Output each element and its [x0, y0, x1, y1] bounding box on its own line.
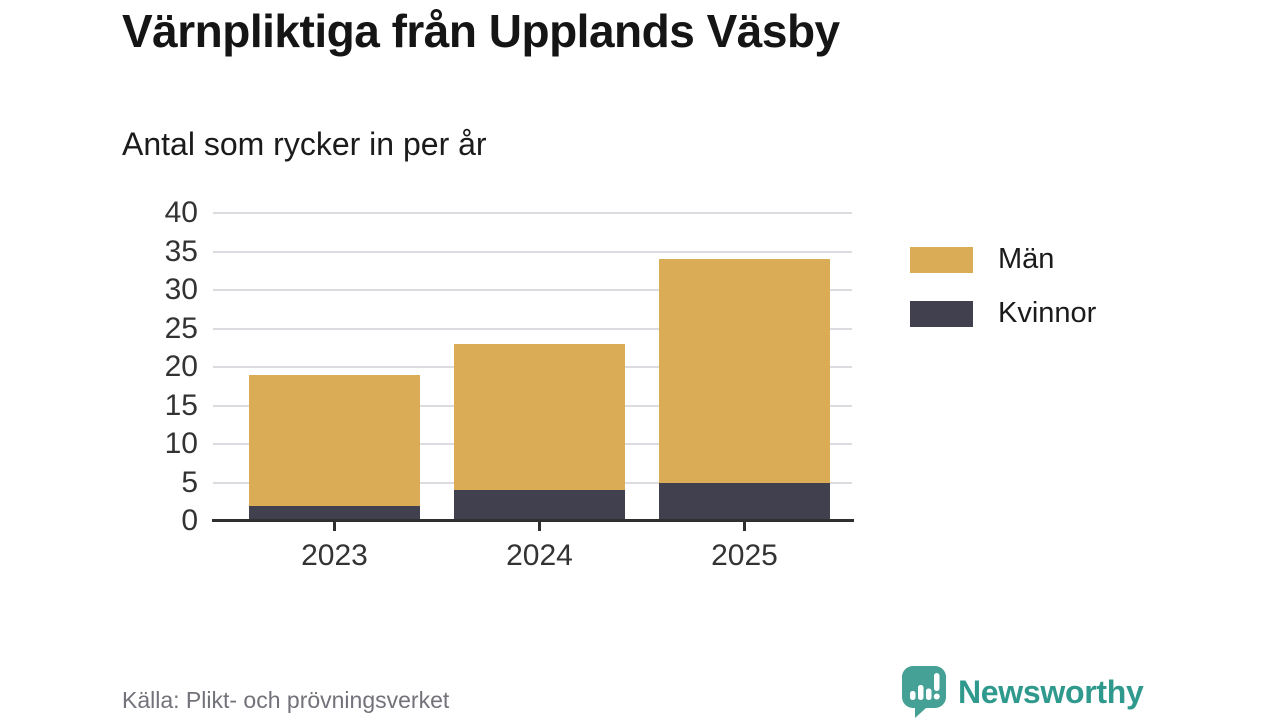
x-tick [538, 522, 541, 531]
legend-label: Män [998, 243, 1055, 275]
x-tick-label: 2024 [506, 539, 573, 572]
x-tick-label: 2025 [711, 539, 778, 572]
y-tick-label: 15 [164, 388, 198, 422]
y-axis-labels: 0 5 10 15 20 25 30 35 40 [0, 198, 198, 536]
legend-item-män: Män [910, 243, 1096, 276]
gridline [213, 250, 852, 253]
y-tick-label: 40 [164, 196, 198, 229]
y-tick-label: 5 [181, 465, 198, 499]
gridline [213, 327, 852, 330]
bar-segment-män [249, 374, 420, 506]
newsworthy-logo-icon [902, 666, 946, 718]
x-tick-label: 2023 [301, 539, 368, 572]
gridline [213, 289, 852, 291]
bar-segment-kvinnor [659, 482, 830, 521]
legend-swatch [910, 300, 973, 327]
bar-segment-män [659, 259, 830, 483]
newsworthy-brand: Newsworthy [902, 666, 1144, 718]
y-tick-label: 35 [164, 234, 198, 268]
legend-swatch [910, 246, 973, 273]
chart-title: Värnpliktiga från Upplands Väsby [122, 5, 840, 57]
x-tick [333, 522, 336, 531]
x-axis-line [212, 519, 854, 522]
bar-segment-män [454, 343, 625, 491]
brand-name: Newsworthy [958, 673, 1144, 710]
legend-label: Kvinnor [998, 297, 1097, 329]
bar-segment-kvinnor [454, 490, 625, 521]
y-tick-label: 10 [164, 427, 198, 460]
x-tick [743, 522, 746, 531]
bar-segment-kvinnor [249, 505, 420, 521]
plot-area: 2023 2024 2025 [213, 212, 852, 572]
y-tick-label: 0 [181, 504, 198, 537]
source-note: Källa: Plikt- och prövningsverket [122, 687, 450, 713]
gridline [213, 212, 852, 214]
chart-subtitle: Antal som rycker in per år [122, 126, 487, 162]
legend: Män Kvinnor [910, 243, 1096, 351]
y-tick-label: 20 [164, 350, 198, 383]
y-tick-label: 30 [164, 273, 198, 306]
y-tick-label: 25 [164, 311, 198, 345]
legend-item-kvinnor: Kvinnor [910, 297, 1096, 330]
